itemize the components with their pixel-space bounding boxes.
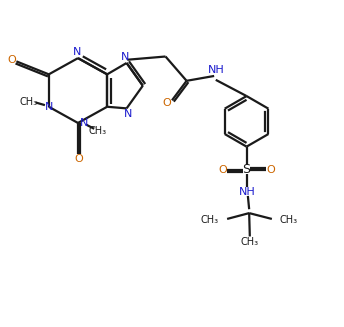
Text: O: O [75,154,83,164]
Text: CH₃: CH₃ [20,97,38,107]
Text: CH₃: CH₃ [201,215,219,225]
Text: N: N [45,102,53,112]
Text: O: O [218,165,227,175]
Text: O: O [7,55,16,65]
Text: CH₃: CH₃ [241,237,259,247]
Text: N: N [124,109,132,119]
Text: O: O [163,98,172,108]
Text: CH₃: CH₃ [88,126,107,136]
Text: NH: NH [208,65,225,75]
Text: N: N [73,47,82,57]
Text: CH₃: CH₃ [280,215,298,225]
Text: S: S [243,164,250,177]
Text: N: N [121,52,129,62]
Text: N: N [79,118,88,128]
Text: O: O [267,165,275,175]
Text: NH: NH [239,187,256,197]
